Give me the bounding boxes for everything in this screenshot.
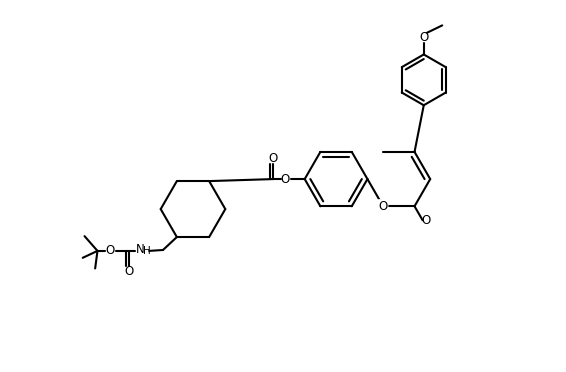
- Text: O: O: [269, 152, 278, 165]
- Text: O: O: [419, 31, 428, 44]
- Text: O: O: [379, 200, 388, 213]
- Text: N: N: [135, 244, 144, 256]
- Text: O: O: [422, 214, 431, 227]
- Text: O: O: [106, 244, 115, 257]
- Text: O: O: [124, 265, 134, 278]
- Text: H: H: [143, 246, 151, 256]
- Text: O: O: [281, 173, 290, 186]
